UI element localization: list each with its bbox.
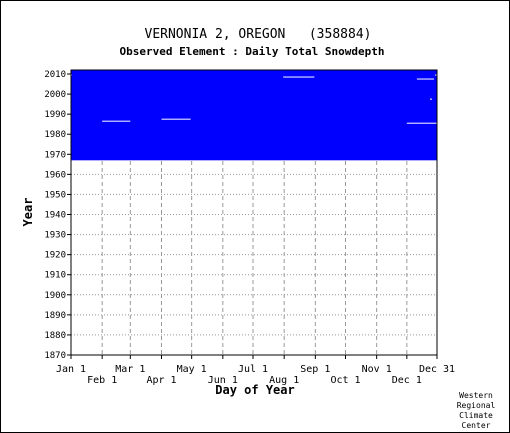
y-axis-label: Year <box>21 198 35 227</box>
missing-data-gap <box>71 74 73 76</box>
plot-border <box>70 69 438 356</box>
credit-line: Climate <box>459 411 493 420</box>
y-tick-label: 1990 <box>44 110 66 120</box>
missing-data-gap <box>434 74 437 76</box>
y-tick-label: 1900 <box>44 291 66 301</box>
y-tick-label: 1960 <box>44 170 66 180</box>
x-tick-label: Mar 1 <box>115 364 145 375</box>
y-tick-label: 1880 <box>44 331 66 341</box>
x-tick-label: Dec 1 <box>392 375 422 386</box>
missing-data-gap <box>416 78 434 80</box>
x-axis-label: Day of Year <box>215 383 294 397</box>
y-tick-label: 1980 <box>44 130 66 140</box>
y-tick-label: 1930 <box>44 231 66 241</box>
x-axis-ticks: Jan 1 Mar 1 May 1 Jul 1 Sep 1 Nov 1 Dec 31 Feb … <box>56 355 455 386</box>
y-axis-ticks: 1870 1880 1890 1900 1910 1920 1930 1940 1950 1960… <box>44 70 71 361</box>
x-tick-label: Jan 1 <box>56 364 86 375</box>
x-tick-label: Jun 1 <box>208 375 238 386</box>
x-tick-label: Aug 1 <box>269 375 299 386</box>
missing-data-gap <box>161 118 191 120</box>
y-tick-label: 2010 <box>44 70 66 80</box>
y-tick-label: 1950 <box>44 190 66 200</box>
x-tick-label: Dec 31 <box>419 364 455 375</box>
data-block <box>71 70 437 161</box>
x-tick-label: May 1 <box>177 364 207 375</box>
grid-lines <box>71 70 437 355</box>
credit-line: Western <box>459 391 493 400</box>
x-tick-label: Feb 1 <box>87 375 117 386</box>
credit-line: Regional <box>457 401 496 410</box>
y-tick-label: 1920 <box>44 251 66 261</box>
y-tick-label: 1870 <box>44 351 66 361</box>
missing-data-gap <box>102 120 131 122</box>
x-tick-label: Nov 1 <box>362 364 392 375</box>
y-tick-label: 1910 <box>44 271 66 281</box>
y-tick-label: 1940 <box>44 211 66 221</box>
x-tick-label: Apr 1 <box>146 375 176 386</box>
x-tick-label: Oct 1 <box>330 375 360 386</box>
y-tick-label: 2000 <box>44 90 66 100</box>
missing-data-gap <box>406 122 437 124</box>
chart-subtitle: Observed Element : Daily Total Snowdepth <box>120 45 385 58</box>
missing-data-gap <box>283 76 315 78</box>
y-tick-label: 1890 <box>44 311 66 321</box>
data-coverage <box>71 70 437 161</box>
x-tick-label: Jul 1 <box>238 364 268 375</box>
x-tick-label: Sep 1 <box>300 364 330 375</box>
chart-title: VERNONIA 2, OREGON (358884) <box>145 27 372 42</box>
missing-data-gap <box>429 98 432 100</box>
credit-line: Center <box>462 421 491 430</box>
y-tick-label: 1970 <box>44 150 66 160</box>
